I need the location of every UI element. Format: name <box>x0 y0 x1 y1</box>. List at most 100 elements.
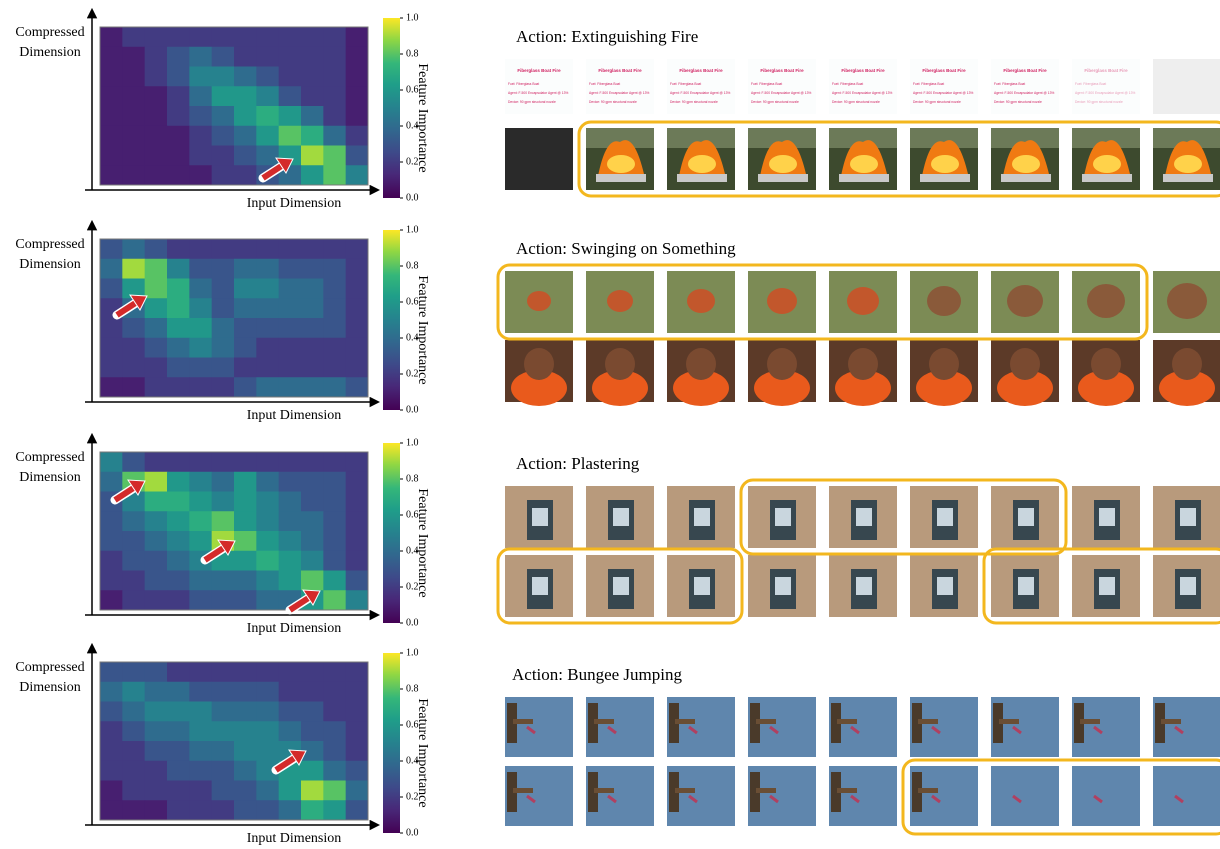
frame <box>586 59 654 114</box>
heatmap-cell <box>144 452 168 473</box>
heatmap-cell <box>301 800 324 821</box>
heatmap-cell <box>211 780 235 801</box>
heatmap-cell <box>323 377 347 398</box>
heatmap-cell <box>211 27 235 48</box>
heatmap-cell <box>189 318 213 339</box>
card-line: Device: 90 gpm structural nozzle <box>670 100 718 104</box>
heatmap-cell <box>144 721 168 742</box>
tower <box>669 772 679 812</box>
x-axis-label: Input Dimension <box>247 621 342 636</box>
heatmap-cell <box>345 165 369 186</box>
platform <box>756 719 776 724</box>
heatmap-cell <box>278 662 302 683</box>
heatmap-cell <box>234 66 257 87</box>
window-light <box>1180 577 1196 595</box>
heatmap-cell <box>167 780 190 801</box>
heatmap-cell <box>211 318 235 339</box>
heatmap-cell <box>256 318 280 339</box>
heatmap-cell <box>144 258 168 279</box>
frame <box>748 59 816 114</box>
heatmap-cell <box>256 780 280 801</box>
heatmap-cell <box>345 662 369 683</box>
colorbar-tick-label: 0.8 <box>406 683 419 694</box>
card-line: Device: 90 gpm structural nozzle <box>832 100 880 104</box>
tower <box>831 772 841 812</box>
window-light <box>613 508 629 526</box>
action-title: Action: Swinging on Something <box>516 239 736 258</box>
heatmap-cell <box>189 590 213 611</box>
heatmap-cell <box>100 471 123 492</box>
heatmap-cell <box>144 471 168 492</box>
heatmap-cell <box>211 590 235 611</box>
heatmap-cell <box>301 550 324 571</box>
face <box>1010 348 1040 380</box>
heatmap-cell <box>144 106 168 127</box>
jacket <box>1078 370 1134 406</box>
heatmap-cell <box>256 721 280 742</box>
heatmap-cell <box>211 570 235 591</box>
heatmap-cell <box>278 511 302 532</box>
heatmap-cell <box>278 681 302 702</box>
card-line: Fuel: Fiberglass Boat <box>751 82 782 86</box>
colorbar-tick-label: 0.6 <box>406 719 419 730</box>
heatmap-cell <box>345 590 369 611</box>
heatmap-cell <box>122 125 146 146</box>
colorbar-tick-label: 0.4 <box>406 755 419 766</box>
heatmap-cell <box>122 106 146 127</box>
heatmap-cell <box>100 681 123 702</box>
heatmap-cell <box>278 452 302 473</box>
heatmap-cell <box>345 337 369 358</box>
heatmap-cell <box>345 800 369 821</box>
heatmap-cell <box>278 298 302 319</box>
heatmap-border <box>99 451 369 611</box>
heatmap-cell <box>256 471 280 492</box>
frame <box>1153 59 1220 114</box>
heatmap-cell <box>234 570 257 591</box>
window-light <box>532 577 548 595</box>
pointer-arrow <box>288 749 307 766</box>
heatmap-cell <box>345 357 369 378</box>
heatmap-cell <box>234 357 257 378</box>
window-light <box>856 577 872 595</box>
heatmap-cell <box>144 800 168 821</box>
colorbar-label: Feature Importance <box>415 63 430 172</box>
heatmap-cell <box>234 165 257 186</box>
heatmap-cell <box>100 278 123 299</box>
heatmap-cell <box>256 298 280 319</box>
heatmap-cell <box>144 377 168 398</box>
tower <box>1155 703 1165 743</box>
heatmap-cell <box>211 681 235 702</box>
heatmap-cell <box>301 106 324 127</box>
window-light <box>1018 508 1034 526</box>
frame <box>991 59 1059 114</box>
platform <box>513 719 533 724</box>
face <box>929 348 959 380</box>
heatmap-cell <box>189 337 213 358</box>
frame <box>829 59 897 114</box>
jumper <box>1012 725 1022 735</box>
heatmap-cell <box>234 106 257 127</box>
heatmap-cell <box>211 106 235 127</box>
window-light <box>937 508 953 526</box>
heatmap-cell <box>122 377 146 398</box>
heatmap-cell <box>211 165 235 186</box>
heatmap-cell <box>144 491 168 512</box>
heatmap-cell <box>211 86 235 107</box>
heatmap-cell <box>100 239 123 260</box>
window-light <box>775 508 791 526</box>
heatmap-cell <box>189 780 213 801</box>
heatmap-cell <box>189 800 213 821</box>
card-heading: Fiberglass Boat Fire <box>1003 68 1047 73</box>
heatmap-cell <box>122 318 146 339</box>
heatmap-cell <box>122 511 146 532</box>
heatmap-cell <box>323 145 347 166</box>
heatmap-cell <box>345 511 369 532</box>
heatmap-cell <box>122 357 146 378</box>
heatmap-cell <box>323 662 347 683</box>
heatmap-cell <box>323 46 347 67</box>
heatmap-cell <box>211 46 235 67</box>
card-heading: Fiberglass Boat Fire <box>517 68 561 73</box>
window-light <box>694 508 710 526</box>
heatmap-cell <box>167 337 190 358</box>
y-axis-label: Compressed <box>15 25 84 40</box>
